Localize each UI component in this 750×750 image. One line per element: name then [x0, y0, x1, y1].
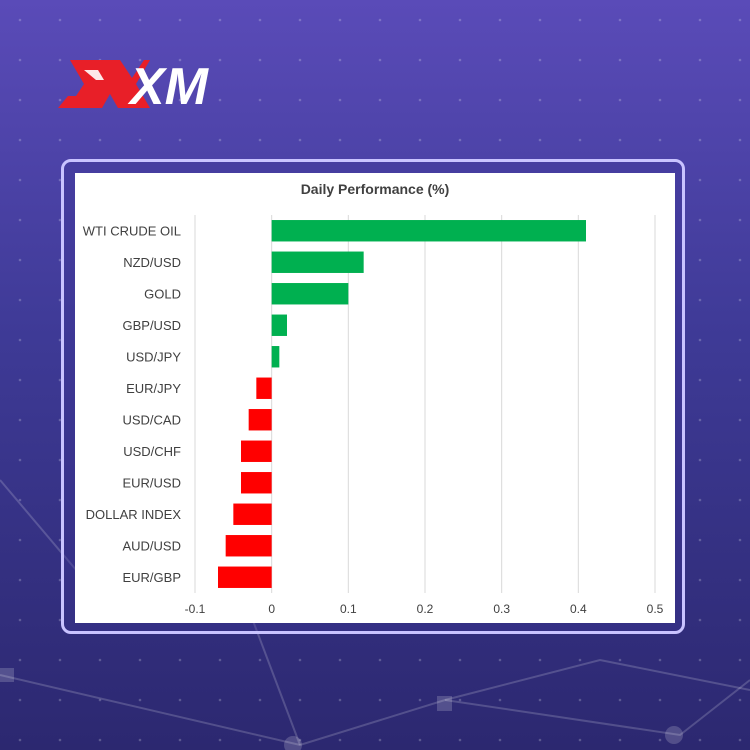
bar: [271, 314, 287, 336]
x-tick-label: 0.2: [417, 602, 434, 616]
bar: [271, 220, 586, 242]
category-label: EUR/USD: [122, 475, 181, 490]
bar-chart: -0.1 0 0.1 0.2 0.3 0.4 0.5 WTI CRUDE OIL NZD/USD…: [83, 215, 664, 616]
x-tick-label: 0.5: [647, 602, 664, 616]
category-label: USD/CAD: [122, 412, 181, 427]
category-label: DOLLAR INDEX: [86, 507, 182, 522]
x-tick-label: 0.3: [493, 602, 510, 616]
category-label: USD/JPY: [126, 349, 181, 364]
chart-panel: Daily Performance (%) -0.1 0 0.1 0.2 0.3 0.4 0…: [75, 173, 675, 623]
category-label: WTI CRUDE OIL: [83, 223, 181, 238]
x-tick-label: 0.4: [570, 602, 587, 616]
bar: [271, 346, 280, 368]
bar: [218, 566, 272, 588]
category-label: EUR/GBP: [122, 570, 181, 585]
bar: [256, 377, 272, 399]
logo-text: XM: [127, 58, 210, 112]
category-label: EUR/JPY: [126, 381, 181, 396]
category-label: USD/CHF: [123, 444, 181, 459]
category-label: NZD/USD: [123, 255, 181, 270]
bar: [225, 535, 272, 557]
category-label: AUD/USD: [122, 538, 181, 553]
bar: [248, 409, 272, 431]
x-tick-label: -0.1: [185, 602, 206, 616]
x-tick-label: 0.1: [340, 602, 357, 616]
bar: [271, 251, 364, 273]
bar: [241, 472, 272, 494]
xm-logo: XM: [58, 56, 238, 116]
category-label: GOLD: [144, 286, 181, 301]
bar: [241, 440, 272, 462]
chart-title: Daily Performance (%): [300, 181, 450, 197]
category-label: GBP/USD: [122, 318, 181, 333]
bar: [271, 283, 349, 305]
bar: [233, 503, 272, 525]
x-tick-label: 0: [268, 602, 275, 616]
